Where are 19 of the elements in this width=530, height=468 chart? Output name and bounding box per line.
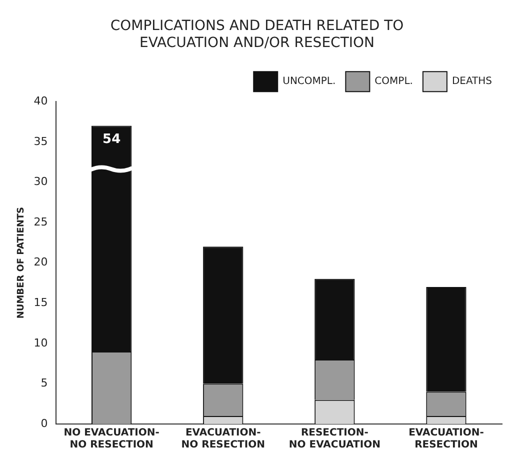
y-tick-label: 30: [34, 175, 48, 188]
y-tick-label: 15: [34, 296, 48, 309]
y-tick-label: 20: [34, 256, 48, 269]
legend-label: UNCOMPL.: [282, 76, 336, 88]
legend-label: COMPL.: [374, 76, 413, 88]
y-axis-title: NUMBER OF PATIENTS: [16, 206, 27, 319]
legend-label: DEATHS: [452, 76, 492, 88]
y-tick-label: 5: [40, 376, 48, 390]
x-tick-label: EVACUATION- NO RESECTION: [181, 428, 265, 451]
chart-title: COMPLICATIONS AND DEATH RELATED TO EVACUATION AND/OR RESECTION: [110, 18, 404, 51]
annotation: 54: [102, 132, 121, 148]
x-tick-label: RESECTION- NO EVACUATION: [288, 428, 380, 451]
x-tick-label: NO EVACUATION- NO RESECTION: [64, 428, 160, 451]
y-tick-label: 40: [34, 94, 48, 108]
x-tick-label: EVACUATION- RESECTION: [408, 428, 484, 451]
y-tick-label: 0: [40, 416, 48, 430]
y-tick-label: 25: [34, 215, 48, 228]
y-tick-label: 10: [34, 336, 48, 350]
y-tick-label: 35: [34, 134, 48, 148]
